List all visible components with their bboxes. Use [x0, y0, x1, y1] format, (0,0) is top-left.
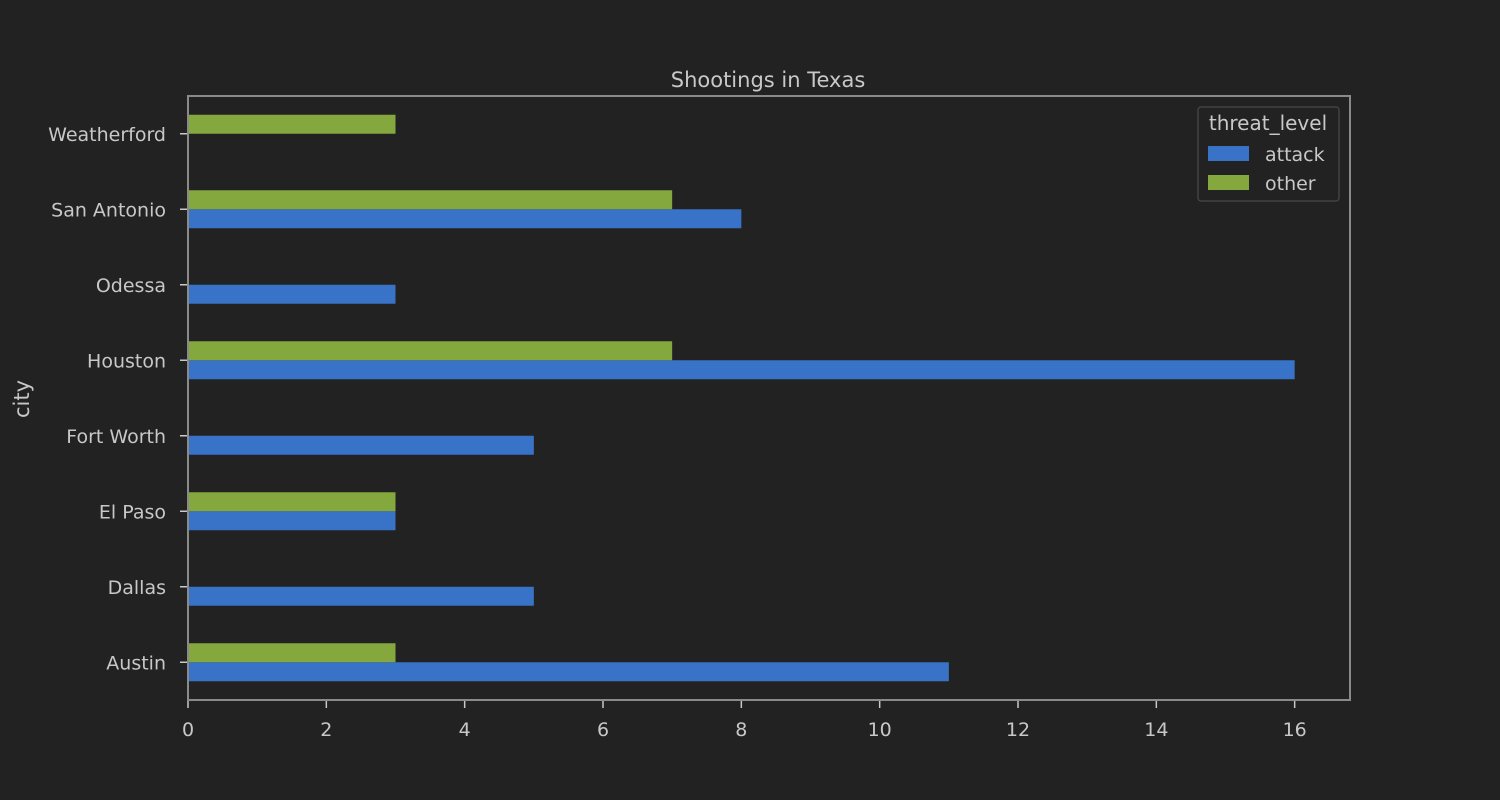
- x-tick-label: 0: [182, 719, 194, 741]
- x-axis-ticks: 0 2 4 6 8 10 12 14 16: [182, 700, 1307, 741]
- bar-attack-austin: [188, 662, 949, 682]
- y-tick-label: Austin: [106, 652, 166, 674]
- legend-swatch-other: [1208, 175, 1249, 190]
- y-tick-label: El Paso: [99, 501, 166, 523]
- legend-items: attack other: [1208, 144, 1325, 195]
- bar-other-austin: [188, 643, 396, 663]
- y-tick-label: Houston: [87, 350, 166, 372]
- bar-attack-san-antonio: [188, 209, 742, 229]
- bars-group: [188, 114, 1295, 682]
- legend-swatch-attack: [1208, 146, 1249, 161]
- bar-attack-houston: [188, 360, 1295, 380]
- x-tick-label: 14: [1144, 719, 1168, 741]
- legend-label-other: other: [1265, 173, 1316, 195]
- y-axis-label: city: [10, 380, 34, 418]
- bar-other-el-paso: [188, 492, 396, 512]
- bar-attack-fort-worth: [188, 435, 534, 455]
- x-tick-label: 16: [1283, 719, 1307, 741]
- y-tick-label: Dallas: [108, 577, 166, 599]
- bar-attack-el-paso: [188, 511, 396, 531]
- x-tick-label: 10: [868, 719, 892, 741]
- bar-other-weatherford: [188, 114, 396, 134]
- x-tick-label: 2: [320, 719, 332, 741]
- bar-other-houston: [188, 341, 673, 361]
- plot-area-frame: [187, 95, 1351, 701]
- legend: threat_level attack other: [1197, 106, 1340, 202]
- y-tick-label: Odessa: [96, 275, 166, 297]
- x-tick-label: 4: [459, 719, 471, 741]
- bar-other-san-antonio: [188, 190, 673, 210]
- y-axis-ticks: Austin Dallas El Paso Fort Worth Houston Odes…: [48, 124, 188, 674]
- y-tick-label: San Antonio: [51, 199, 166, 221]
- x-tick-label: 8: [735, 719, 747, 741]
- x-tick-label: 6: [597, 719, 609, 741]
- bar-attack-dallas: [188, 586, 534, 606]
- chart-title: Shootings in Texas: [671, 68, 866, 92]
- y-tick-label: Fort Worth: [66, 426, 166, 448]
- legend-title: threat_level: [1209, 111, 1327, 135]
- bar-attack-odessa: [188, 284, 396, 304]
- x-tick-label: 12: [1006, 719, 1030, 741]
- legend-label-attack: attack: [1265, 144, 1325, 166]
- y-tick-label: Weatherford: [48, 124, 166, 146]
